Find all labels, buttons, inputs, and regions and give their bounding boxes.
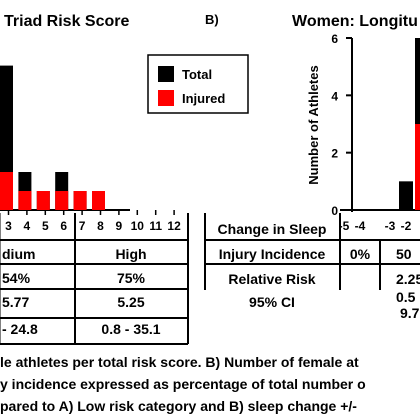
table-b-cell-ci: 9.7 <box>400 305 420 321</box>
table-a-cell: 5.25 <box>117 294 144 310</box>
panel-b-bars <box>399 38 420 210</box>
y-tick-label: 6 <box>331 32 338 46</box>
table-b-row-label: 95% CI <box>249 294 295 310</box>
bar-injured-7 <box>73 191 87 210</box>
table-b-cell: 0% <box>350 246 371 262</box>
table-b-cell: 50 <box>396 246 412 262</box>
bar-injured--2 <box>415 124 420 210</box>
table-a-cell: 54% <box>2 270 31 286</box>
panel-a-bars <box>0 65 105 210</box>
table-b-cell-ci: 0.5 <box>396 289 416 305</box>
bar-injured-3 <box>0 172 13 210</box>
table-b-row-label: Change in Sleep <box>218 221 327 237</box>
legend-label-total: Total <box>182 67 212 82</box>
caption-line-3: pared to A) Low risk category and B) sle… <box>0 398 357 414</box>
legend-swatch-injured <box>158 90 174 106</box>
legend-swatch-total <box>158 66 174 82</box>
table-b-row-label: Relative Risk <box>228 271 315 287</box>
caption-line-1: le athletes per total risk score. B) Num… <box>0 354 359 370</box>
x-tick-label: 7 <box>79 219 86 233</box>
x-tick-label: 11 <box>149 219 162 233</box>
table-a-cell: - 24.8 <box>2 321 38 337</box>
x-tick-label: 3 <box>5 219 12 233</box>
bar-injured-8 <box>92 191 105 210</box>
panel-a-table: dium High 54% 75% 5.77 5.25 - 24.8 0.8 -… <box>0 213 189 345</box>
legend-label-injured: Injured <box>182 91 225 106</box>
panel-b-table: Change in Sleep Injury Incidence Relativ… <box>204 213 420 321</box>
panel-a-legend: Total Injured <box>147 54 249 114</box>
x-tick-label: 9 <box>116 219 123 233</box>
x-tick-label: 10 <box>131 219 145 233</box>
panel-b-y-ticks: 0 2 4 6 -5 -4 -3 -2 <box>331 32 411 233</box>
bar-injured-5 <box>36 191 50 210</box>
table-b-cell: 2.25 <box>396 271 420 287</box>
table-a-header-medium: dium <box>2 246 35 262</box>
x-tick-label: -5 <box>339 219 350 233</box>
panel-a-x-ticks: 3 4 5 6 7 8 9 10 11 12 <box>5 210 181 233</box>
table-a-header-high: High <box>115 246 146 262</box>
panel-b-y-label: Number of Athletes <box>306 65 321 184</box>
x-tick-label: -2 <box>401 219 412 233</box>
table-b-row-label: Injury Incidence <box>219 246 326 262</box>
panel-a-title: Triad Risk Score <box>4 13 129 30</box>
bar-injured-4 <box>18 191 32 210</box>
x-tick-label: 4 <box>24 219 31 233</box>
x-tick-label: 6 <box>60 219 67 233</box>
panel-b-label: B) <box>205 12 219 27</box>
x-tick-label: 5 <box>42 219 49 233</box>
table-a-cell: 75% <box>117 270 146 286</box>
x-tick-label: -3 <box>385 219 396 233</box>
table-a-cell: 0.8 - 35.1 <box>101 321 160 337</box>
bar-total--3 <box>399 181 413 210</box>
y-tick-label: 4 <box>331 89 338 103</box>
y-tick-label: 0 <box>331 204 338 218</box>
table-a-cell: 5.77 <box>2 294 29 310</box>
panel-b-title: Women: Longitu <box>292 13 418 30</box>
caption-line-2: y incidence expressed as percentage of t… <box>0 376 366 392</box>
y-tick-label: 2 <box>331 147 338 161</box>
bar-injured-6 <box>55 191 69 210</box>
x-tick-label: 8 <box>97 219 104 233</box>
x-tick-label: -4 <box>355 219 366 233</box>
x-tick-label: 12 <box>167 219 181 233</box>
